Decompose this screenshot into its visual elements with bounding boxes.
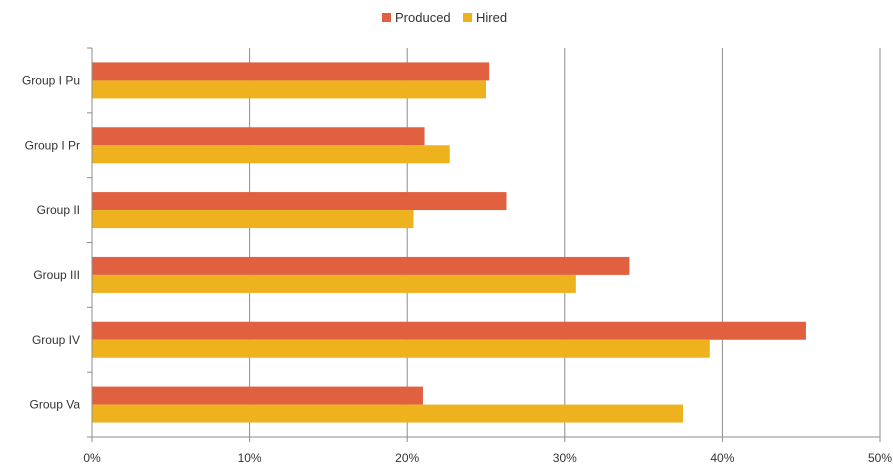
y-tick-label: Group I Pu bbox=[22, 73, 80, 87]
axes: 0% 10% 20% 30% 40% 50% Group I Pu Group I Pr Gro… bbox=[22, 47, 892, 465]
x-tick-label: 20% bbox=[395, 451, 419, 465]
grid-lines bbox=[249, 48, 881, 437]
x-tick-label: 10% bbox=[238, 451, 262, 465]
x-tick-label: 50% bbox=[868, 451, 892, 465]
legend-swatch-produced bbox=[382, 13, 391, 22]
y-tick-label: Group II bbox=[37, 203, 80, 217]
bar-hired bbox=[92, 145, 450, 164]
legend-label-hired: Hired bbox=[476, 10, 507, 25]
legend-label-produced: Produced bbox=[395, 10, 451, 25]
bar-produced bbox=[92, 127, 425, 146]
y-tick-label: Group I Pr bbox=[25, 138, 80, 152]
bar-produced bbox=[92, 321, 806, 340]
y-tick-label: Group III bbox=[33, 268, 80, 282]
y-tick-label: Group IV bbox=[32, 333, 80, 347]
bar-produced bbox=[92, 256, 630, 275]
bar-produced bbox=[92, 386, 423, 405]
bars bbox=[92, 62, 806, 423]
legend-swatch-hired bbox=[463, 13, 472, 22]
x-tick-label: 40% bbox=[710, 451, 734, 465]
bar-hired bbox=[92, 404, 683, 423]
legend: Produced Hired bbox=[382, 10, 507, 25]
y-tick-label: Group Va bbox=[30, 398, 81, 412]
bar-hired bbox=[92, 274, 576, 293]
x-tick-label: 0% bbox=[83, 451, 101, 465]
bar-produced bbox=[92, 62, 490, 81]
bar-produced bbox=[92, 192, 507, 211]
x-tick-label: 30% bbox=[553, 451, 577, 465]
bar-hired bbox=[92, 80, 486, 99]
bar-hired bbox=[92, 210, 414, 229]
bar-hired bbox=[92, 339, 710, 358]
